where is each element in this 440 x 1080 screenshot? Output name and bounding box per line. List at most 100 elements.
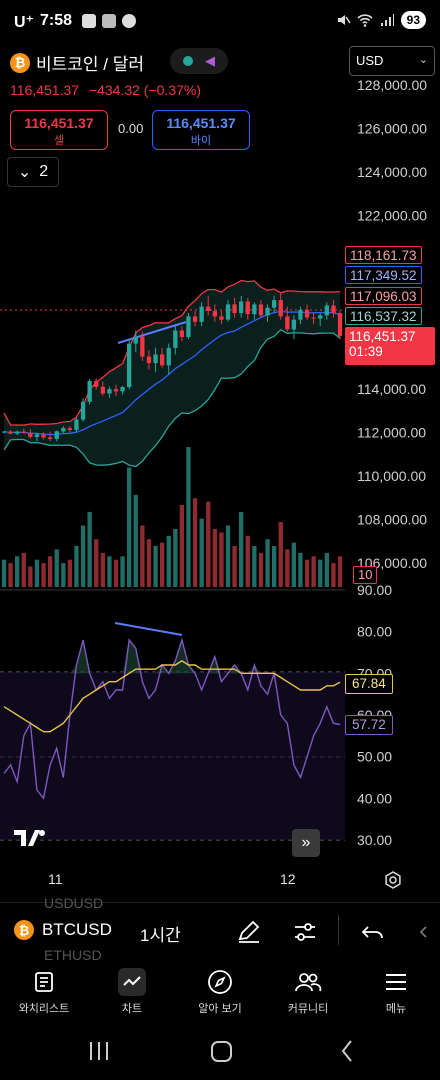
currency-select[interactable]: USD ⌄ bbox=[349, 46, 435, 76]
candle-body bbox=[291, 319, 296, 330]
symbol-title[interactable]: ₿ 비트코인 / 달러 bbox=[10, 50, 144, 75]
candle-body bbox=[285, 316, 290, 330]
nav-menu[interactable]: 메뉴 bbox=[352, 960, 440, 1024]
volume-bar bbox=[146, 539, 152, 587]
symbol-selector[interactable]: ₿ BTCUSD bbox=[14, 920, 112, 940]
price-axis-label: 112,000.00 bbox=[357, 425, 426, 441]
candle-body bbox=[245, 301, 250, 315]
candle-body bbox=[252, 304, 257, 315]
candle-body bbox=[21, 431, 26, 433]
home-icon[interactable] bbox=[211, 1041, 232, 1062]
scroll-to-latest-button[interactable]: » bbox=[292, 829, 320, 857]
chart-toolbar: USDUSD ₿ BTCUSD ETHUSD 1시간 bbox=[0, 895, 440, 963]
volume-bar bbox=[15, 556, 20, 587]
nav-label: 와치리스트 bbox=[18, 1003, 70, 1015]
rsi-value-tag: 57.72 bbox=[345, 715, 393, 735]
high-tag: 117,096.03 bbox=[345, 287, 422, 305]
candle-body bbox=[166, 347, 171, 366]
candle-body bbox=[15, 431, 20, 434]
undo-icon[interactable] bbox=[360, 919, 386, 945]
indicators-sliders-icon[interactable] bbox=[292, 919, 318, 945]
candle-body bbox=[146, 356, 152, 364]
drawing-pen-icon[interactable] bbox=[236, 919, 262, 945]
candle-body bbox=[54, 431, 59, 439]
back-icon[interactable] bbox=[341, 1040, 352, 1062]
volume-bar bbox=[192, 498, 198, 587]
candle-body bbox=[28, 432, 33, 437]
volume-bar bbox=[245, 535, 250, 587]
bb-upper-tag: 118,161.73 bbox=[345, 246, 422, 264]
nav-community[interactable]: 커뮤니티 bbox=[264, 960, 352, 1024]
volume-bar bbox=[252, 546, 257, 587]
market-status-pill[interactable]: ◀ bbox=[170, 48, 228, 74]
volume-bar bbox=[212, 529, 217, 587]
volume-bar bbox=[239, 511, 244, 587]
volume-bar bbox=[173, 529, 178, 587]
last-price: 116,451.37 bbox=[10, 82, 80, 98]
bottom-navigation: 와치리스트 차트 알아 보기 커뮤니티 메뉴 bbox=[0, 960, 440, 1024]
recent-apps-icon[interactable] bbox=[90, 1042, 108, 1060]
price-line: 116,451.37 −434.32 (−0.37%) bbox=[10, 82, 201, 98]
price-axis-label: 122,000.00 bbox=[357, 207, 427, 223]
volume-bar bbox=[80, 525, 86, 587]
candle-body bbox=[239, 301, 244, 314]
volume-bar bbox=[272, 546, 277, 587]
volume-bar bbox=[318, 559, 323, 587]
price-axis-label: 128,000.00 bbox=[357, 77, 427, 93]
candle-body bbox=[212, 311, 217, 317]
share-icon: ◀ bbox=[205, 53, 215, 68]
watchlist-icon bbox=[35, 972, 53, 992]
candle-body bbox=[225, 304, 231, 320]
carrier-label: U⁺ bbox=[14, 14, 34, 31]
sell-button[interactable]: 116,451.37 셀 bbox=[10, 110, 108, 150]
bb-lower-tag: 116,537.32 bbox=[345, 307, 422, 325]
candle-body bbox=[232, 304, 237, 314]
chevron-down-icon: ⌄ bbox=[17, 164, 32, 181]
price-chart[interactable]: 128,000.00 126,000.00 124,000.00 122,000.00… bbox=[0, 40, 440, 870]
redo-icon[interactable] bbox=[420, 919, 440, 945]
volume-bar bbox=[100, 552, 105, 587]
candle-body bbox=[120, 387, 125, 392]
price-axis-label: 110,000.00 bbox=[357, 468, 426, 484]
mute-icon bbox=[337, 15, 351, 25]
candle-body bbox=[74, 419, 79, 430]
interval-selector[interactable]: 1시간 bbox=[140, 926, 181, 945]
candle-body bbox=[160, 354, 165, 366]
system-navigation bbox=[0, 1024, 440, 1080]
volume-bar bbox=[54, 549, 59, 587]
symbol-name: 비트코인 / 달러 bbox=[36, 55, 145, 74]
status-bar: U⁺ 7:58 93 bbox=[0, 0, 440, 40]
chart-settings-icon[interactable] bbox=[383, 870, 403, 890]
price-axis-label: 124,000.00 bbox=[357, 164, 427, 180]
signal-icon bbox=[380, 14, 394, 26]
market-open-dot-icon bbox=[183, 56, 193, 66]
volume-bar bbox=[199, 518, 204, 587]
candle-body bbox=[173, 330, 178, 348]
price-axis-label: 126,000.00 bbox=[357, 121, 427, 137]
nav-explore[interactable]: 알아 보기 bbox=[176, 960, 264, 1024]
volume-bar bbox=[278, 522, 283, 587]
volume-bar bbox=[41, 563, 46, 587]
bitcoin-logo-icon: ₿ bbox=[10, 52, 30, 73]
candle-body bbox=[100, 386, 105, 394]
sell-label: 셀 bbox=[53, 135, 65, 147]
volume-bar bbox=[48, 556, 53, 587]
volume-bar bbox=[219, 532, 224, 587]
volume-bar bbox=[34, 559, 40, 587]
indicator-collapse-button[interactable]: ⌄ 2 bbox=[7, 157, 59, 187]
volume-bar bbox=[94, 539, 99, 587]
candle-body bbox=[127, 343, 132, 388]
x-axis-label-11: 11 bbox=[48, 871, 63, 887]
menu-icon bbox=[386, 974, 406, 990]
nav-chart[interactable]: 차트 bbox=[88, 960, 176, 1024]
rsi-axis-label: 30.00 bbox=[357, 832, 392, 848]
chat-bubble-icon bbox=[122, 14, 136, 28]
volume-tag: 10 bbox=[353, 566, 378, 584]
candle-body bbox=[304, 309, 310, 318]
buy-button[interactable]: 116,451.37 바이 bbox=[152, 110, 250, 150]
ma-tag: 117,349.52 bbox=[345, 266, 422, 284]
volume-bar bbox=[74, 546, 79, 587]
nav-watchlist[interactable]: 와치리스트 bbox=[0, 960, 88, 1024]
candle-body bbox=[8, 431, 13, 434]
volume-bar bbox=[28, 566, 33, 587]
